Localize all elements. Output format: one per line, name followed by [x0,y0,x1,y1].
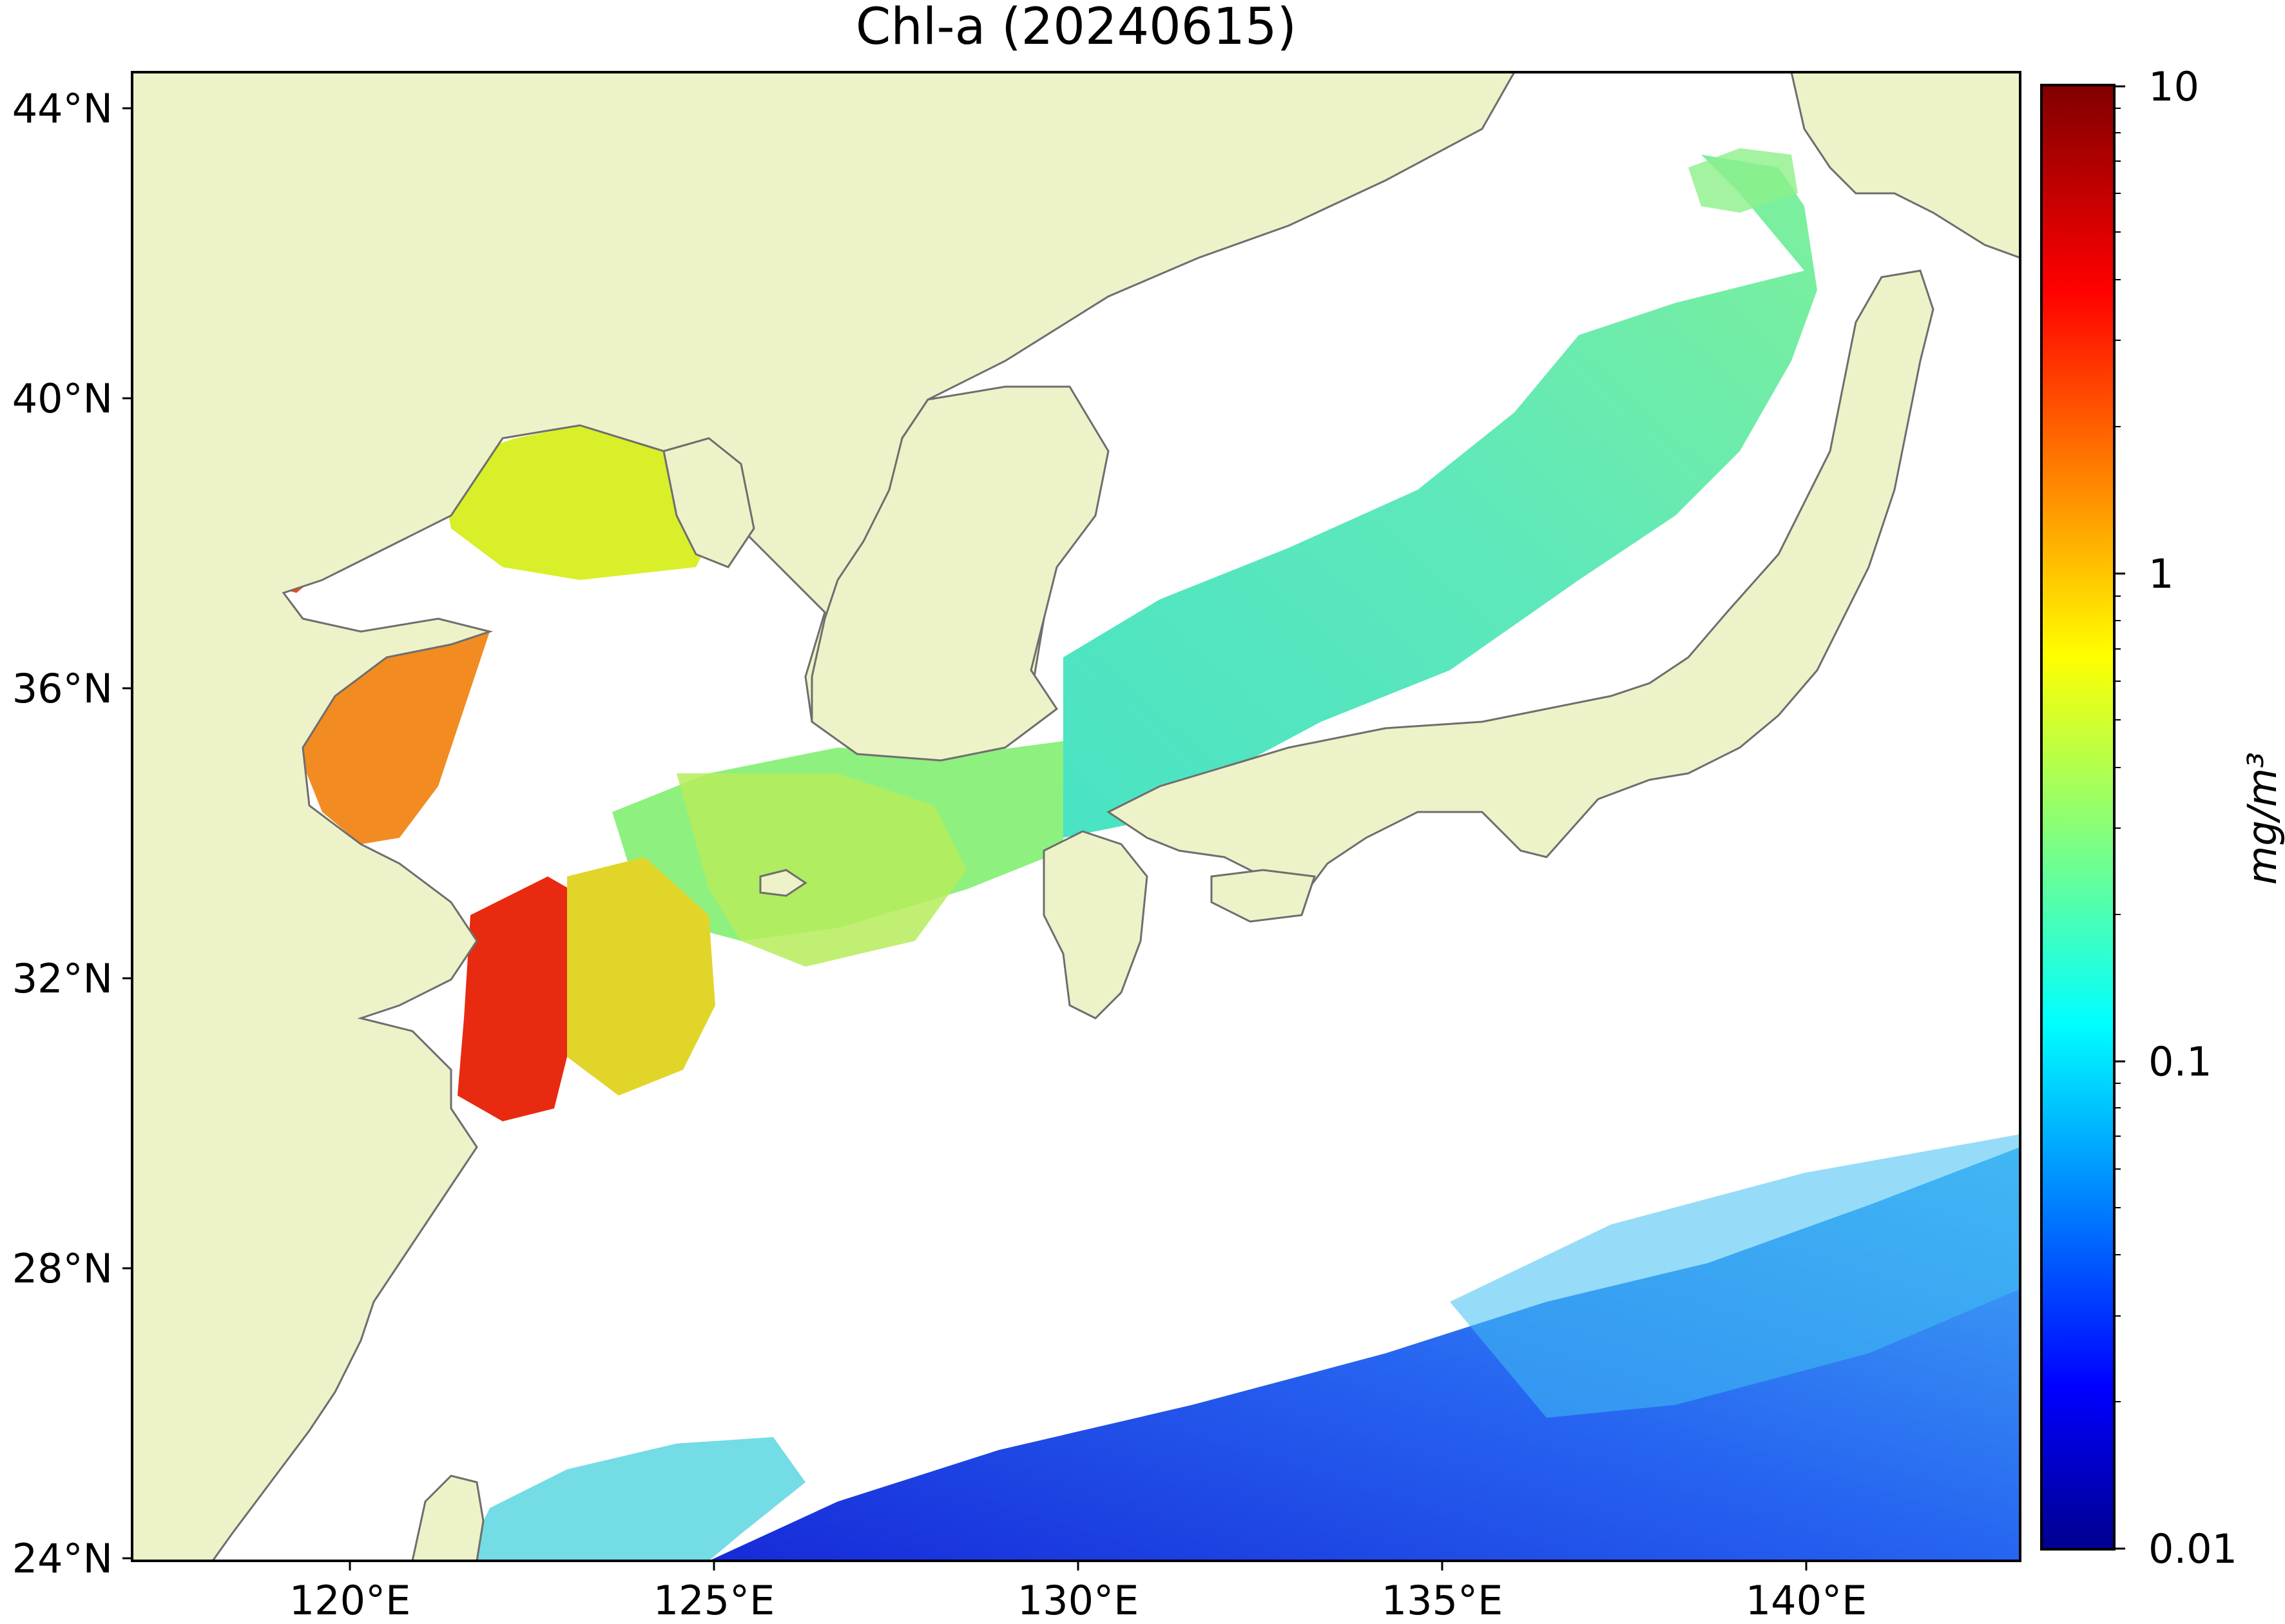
lon-tick-labels: 120°E 125°E 130°E 135°E 140°E [289,1577,1867,1624]
lon-label-140: 140°E [1746,1577,1867,1624]
chl-pacific-west [464,1437,805,1561]
colorbar-unit-label: mg/m³ [2239,752,2285,885]
chl-pacific-mid [1450,1134,2020,1418]
lat-label-32: 32°N [12,955,113,1002]
land-japan-shikoku-honshu [1106,269,1934,917]
chl-ecs-coastal [567,857,715,1096]
chl-pacific-low [709,1147,2020,1561]
land-layer [132,72,2020,1561]
lon-label-135: 135°E [1382,1577,1503,1624]
lat-label-24: 24°N [12,1535,113,1582]
colorbar-tick-labels: 10 1 0.1 0.01 [2148,63,2237,1572]
lat-tick-labels: 44°N 40°N 36°N 32°N 28°N 24°N [12,85,113,1582]
lat-label-36: 36°N [12,665,113,712]
land-japan-kyushu [1043,830,1148,1020]
land-hokkaido [1790,72,2020,259]
colorbar: 10 1 0.1 0.01 mg/m³ [2040,63,2285,1572]
lon-label-125: 125°E [653,1577,775,1624]
colorbar-minor-ticks [2114,108,2121,1402]
lat-label-44: 44°N [12,85,113,132]
land-liaodong [662,437,755,568]
lon-label-120: 120°E [289,1577,411,1624]
land-taiwan [411,1474,485,1561]
colorbar-label-0-1: 0.1 [2148,1038,2212,1085]
colorbar-label-0-01: 0.01 [2148,1525,2237,1572]
colorbar-frame [2040,84,2116,1551]
colorbar-gradient [2041,85,2114,1549]
chl-east-sea [1063,155,1817,838]
colorbar-label-10: 10 [2148,63,2199,110]
map-area [132,72,2020,1561]
land-jeju [759,869,807,897]
chart-title: Chl-a (20240615) [856,0,1297,56]
lon-label-130: 130°E [1017,1577,1139,1624]
chl-ecs-greenish [677,773,967,967]
lon-ticks [349,1561,1808,1571]
chl-yangtze-plume [458,876,593,1121]
colorbar-major-ticks [2114,85,2125,1550]
land-korean-peninsula [811,385,1110,762]
lat-ticks [122,107,132,1560]
land-shikoku [1210,869,1316,923]
map-frame [131,71,2021,1562]
colorbar-label-1: 1 [2148,550,2174,597]
lat-label-28: 28°N [12,1245,113,1292]
chl-east-sea-north [1688,148,1798,213]
lat-label-40: 40°N [12,375,113,422]
